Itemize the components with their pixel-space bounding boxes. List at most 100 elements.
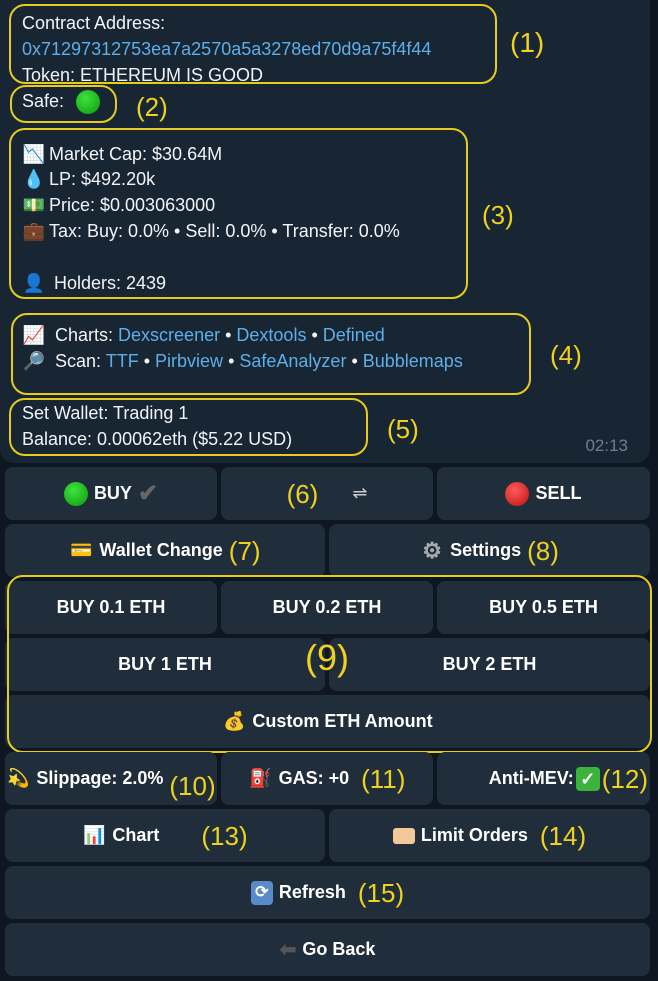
swap-arrows-icon: ⇌: [352, 483, 368, 503]
annotation-box-1: [9, 4, 497, 84]
separator: •: [138, 351, 156, 371]
annotation-box-3: [9, 128, 468, 299]
buy-0.2-label: BUY 0.2 ETH: [272, 597, 382, 617]
chart-label: Chart: [112, 825, 160, 845]
liquidity: LP: $492.20k: [49, 169, 156, 189]
pirbview-link[interactable]: Pirbview: [155, 351, 224, 371]
custom-eth-amount-button[interactable]: 💰 Custom ETH Amount: [5, 695, 650, 748]
holders: Holders: 2439: [54, 273, 167, 293]
buy-0.5-label: BUY 0.5 ETH: [489, 597, 598, 617]
buy-0.2-eth-button[interactable]: BUY 0.2 ETH: [221, 581, 433, 634]
chart-down-icon: 📉: [22, 144, 46, 164]
dextools-link[interactable]: Dextools: [236, 325, 307, 345]
buy-0.5-eth-button[interactable]: BUY 0.5 ETH: [437, 581, 650, 634]
wallet-change-label: Wallet Change: [99, 540, 223, 560]
annotation-label: (8): [527, 535, 559, 566]
scan-row: Scan: TTF • Pirbview • SafeAnalyzer • Bu…: [55, 350, 463, 372]
credit-card-icon: 💳: [70, 540, 93, 560]
settings-button[interactable]: ⚙ Settings (8): [329, 524, 650, 577]
charts-label: Charts:: [55, 325, 114, 345]
buy-mode-button[interactable]: BUY ✔: [5, 467, 217, 520]
wallet-change-button[interactable]: 💳 Wallet Change (7): [5, 524, 325, 577]
go-back-label: Go Back: [302, 939, 376, 959]
sell-mode-button[interactable]: SELL: [437, 467, 650, 520]
custom-amount-label: Custom ETH Amount: [252, 711, 433, 731]
tax: Tax: Buy: 0.0% • Sell: 0.0% • Transfer: …: [49, 221, 400, 241]
separator: •: [306, 325, 323, 345]
checkmark-icon: ✔: [137, 480, 159, 507]
annotation-label: (4): [550, 340, 582, 370]
sell-label: SELL: [535, 483, 582, 503]
buy-2-eth-button[interactable]: BUY 2 ETH: [329, 638, 650, 691]
anti-mev-label: Anti-MEV:: [488, 768, 574, 788]
bar-chart-icon: 📊: [83, 825, 106, 845]
annotation-label: (7): [228, 535, 261, 566]
separator: •: [220, 325, 237, 345]
annotation-label: (2): [136, 92, 168, 122]
go-back-button[interactable]: ⬅ Go Back: [5, 923, 650, 976]
chart-button[interactable]: 📊 Chart (13): [5, 809, 325, 862]
settings-label: Settings: [450, 540, 522, 560]
annotation-label: (15): [357, 877, 405, 908]
safe-status-green-icon: [76, 90, 100, 114]
fuel-pump-icon: ⛽: [249, 768, 272, 788]
defined-link[interactable]: Defined: [322, 325, 385, 345]
annotation-label: (1): [510, 27, 545, 58]
balance: Balance: 0.00062eth ($5.22 USD): [22, 429, 293, 449]
gear-icon: ⚙: [422, 537, 442, 563]
token-name: Token: ETHEREUM IS GOOD: [22, 65, 264, 85]
refresh-button[interactable]: ⟳ Refresh (15): [5, 866, 650, 919]
buy-1-eth-button[interactable]: BUY 1 ETH: [5, 638, 325, 691]
buy-label: BUY: [93, 483, 132, 503]
annotation-box-2: [10, 85, 117, 123]
annotation-label: (6): [286, 478, 319, 509]
anti-mev-toggle[interactable]: Anti-MEV: ✓ (12): [437, 752, 650, 805]
user-icon: 👤: [22, 273, 46, 293]
gas-label: GAS: +0: [278, 768, 350, 788]
chart-up-icon: 📈: [22, 325, 46, 345]
bubblemaps-link[interactable]: Bubblemaps: [362, 351, 463, 371]
annotation-label: (13): [201, 820, 248, 851]
message-time: 02:13: [585, 436, 628, 455]
money-bag-icon: 💰: [223, 711, 246, 731]
red-circle-icon: [505, 481, 530, 506]
check-box-icon: ✓: [575, 766, 600, 791]
refresh-label: Refresh: [278, 882, 346, 902]
annotation-box-4: [11, 313, 531, 395]
buy-0.1-label: BUY 0.1 ETH: [56, 597, 166, 617]
wallet-name: Set Wallet: Trading 1: [22, 403, 189, 423]
annotation-label: (3): [482, 200, 514, 230]
tag-icon: [392, 827, 415, 844]
magnifier-icon: 🔎: [22, 351, 46, 371]
scan-label: Scan:: [55, 351, 102, 371]
separator: •: [346, 351, 363, 371]
market-cap: Market Cap: $30.64M: [49, 144, 223, 164]
price: Price: $0.003063000: [49, 195, 216, 215]
briefcase-icon: 💼: [22, 221, 46, 241]
separator: •: [223, 351, 240, 371]
gas-button[interactable]: ⛽ GAS: +0 (11): [221, 752, 433, 805]
buy-1-label: BUY 1 ETH: [118, 654, 212, 674]
limit-orders-label: Limit Orders: [420, 825, 528, 845]
dexscreener-link[interactable]: Dexscreener: [118, 325, 221, 345]
contract-address-link[interactable]: 0x71297312753ea7a2570a5a3278ed70d9a75f4f…: [22, 39, 432, 59]
buy-2-label: BUY 2 ETH: [442, 654, 537, 674]
slippage-button[interactable]: 💫 Slippage: 2.0% (10): [5, 752, 217, 805]
dizzy-star-icon: 💫: [7, 768, 30, 788]
buy-0.1-eth-button[interactable]: BUY 0.1 ETH: [5, 581, 217, 634]
safeanalyzer-link[interactable]: SafeAnalyzer: [239, 351, 347, 371]
bot-message: Contract Address: 0x71297312753ea7a2570a…: [0, 0, 650, 463]
annotation-label: (11): [361, 763, 406, 794]
limit-orders-button[interactable]: Limit Orders (14): [329, 809, 650, 862]
green-circle-icon: [63, 481, 88, 506]
slippage-label: Slippage: 2.0%: [36, 768, 164, 788]
annotation-label: (10): [169, 770, 216, 801]
droplet-icon: 💧: [22, 169, 46, 189]
refresh-icon: ⟳: [250, 880, 273, 905]
swap-mode-button[interactable]: (6) ⇌: [221, 467, 433, 520]
safe-label: Safe:: [22, 91, 65, 111]
money-icon: 💵: [22, 195, 46, 215]
ttf-link[interactable]: TTF: [105, 351, 139, 371]
annotation-label: (14): [539, 820, 587, 851]
annotation-label: (12): [601, 763, 648, 794]
